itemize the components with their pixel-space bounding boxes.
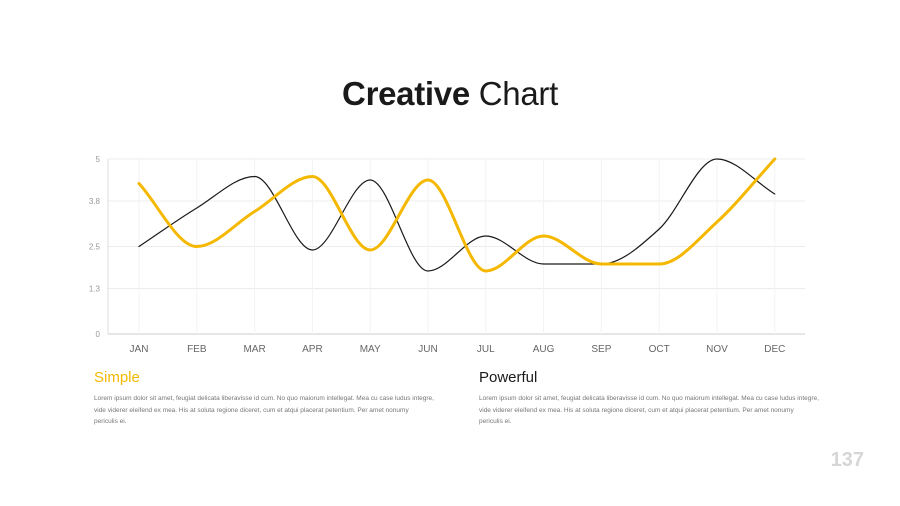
x-tick-label: JAN (130, 344, 149, 355)
x-tick-label: NOV (706, 344, 728, 355)
line-chart: 0 1.3 2.5 3.8 5 JAN FEB MAR APR MAY JUN JUL AUG SEP OC… (89, 155, 805, 355)
page-title: Creative Chart (0, 74, 900, 114)
column-body-powerful: Lorem ipsum dolor sit amet, feugiat deli… (479, 395, 819, 425)
x-tick-label: OCT (649, 344, 670, 355)
series-line-yellow (137, 157, 777, 273)
title-light: Chart (478, 75, 559, 112)
series-line-dark (138, 158, 776, 272)
title-bold: Creative (342, 75, 470, 112)
x-tick-label: FEB (187, 344, 207, 355)
column-title-powerful: Powerful (479, 369, 538, 386)
x-tick-label: MAY (360, 344, 381, 355)
x-tick-label: AUG (533, 344, 555, 355)
y-tick-label: 3.8 (89, 197, 101, 206)
y-tick-label: 5 (96, 155, 101, 164)
x-tick-label: MAR (243, 344, 265, 355)
y-tick-label: 2.5 (89, 243, 101, 252)
y-tick-label: 0 (96, 330, 101, 339)
x-tick-label: JUL (477, 344, 495, 355)
page-number: 137 (830, 449, 864, 471)
x-tick-label: SEP (591, 344, 611, 355)
x-tick-label: JUN (418, 344, 437, 355)
column-title-simple: Simple (94, 369, 140, 386)
x-tick-label: APR (302, 344, 323, 355)
x-tick-label: DEC (764, 344, 785, 355)
column-body-simple: Lorem ipsum dolor sit amet, feugiat deli… (94, 395, 434, 425)
y-tick-label: 1.3 (89, 285, 101, 294)
